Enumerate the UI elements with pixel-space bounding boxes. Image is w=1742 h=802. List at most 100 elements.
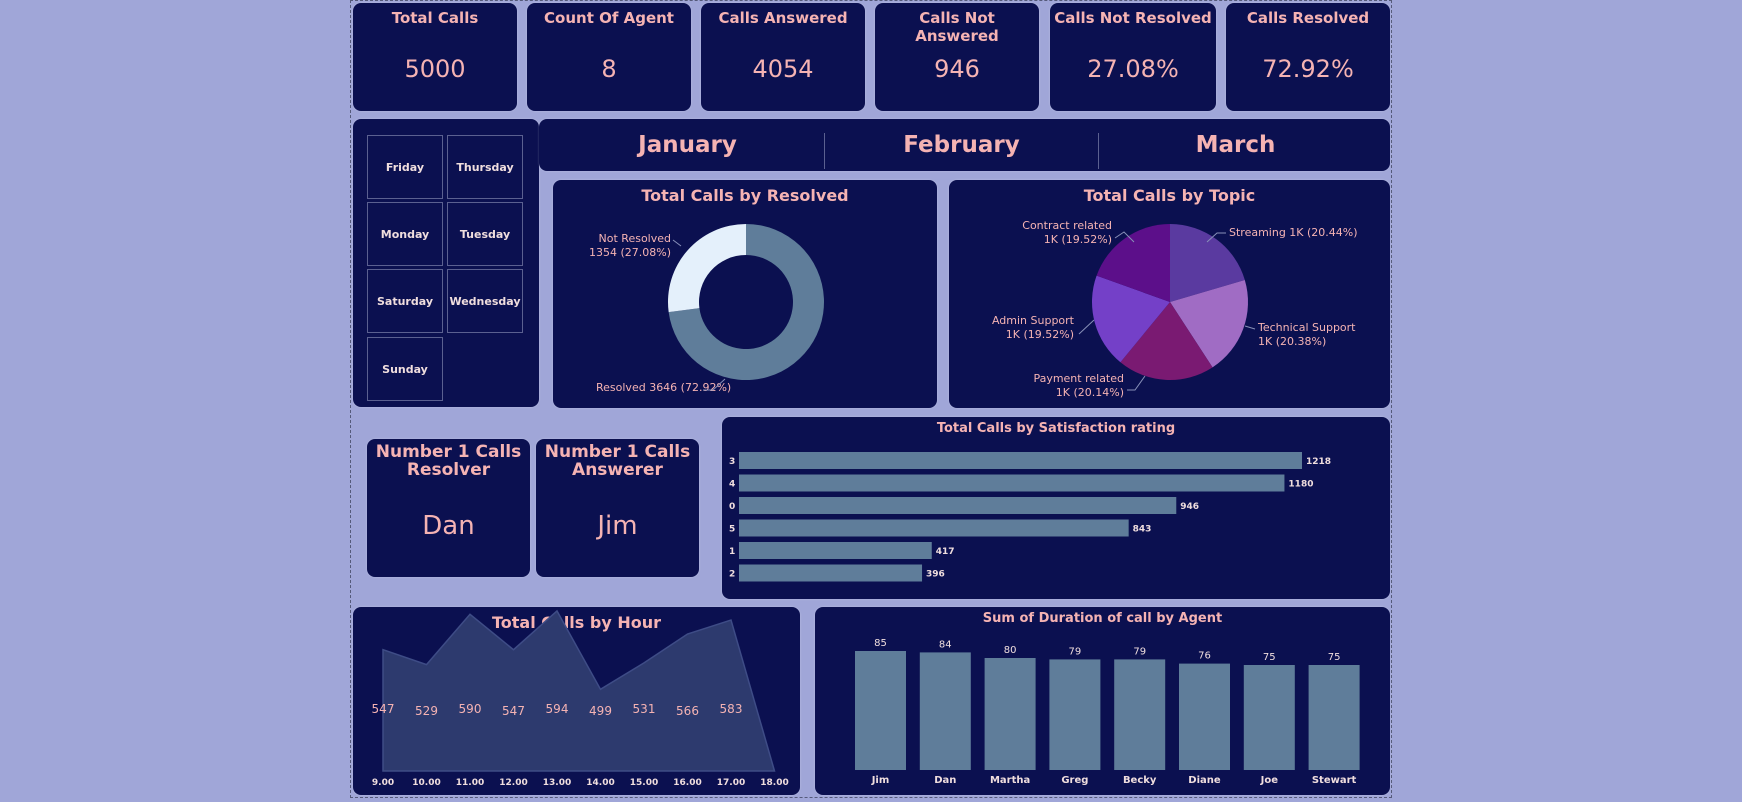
top-answerer-name: Jim bbox=[597, 511, 638, 541]
hour-area bbox=[382, 609, 776, 772]
sat-bar bbox=[739, 474, 1285, 492]
topic-chart-card: Total Calls by Topic Streaming 1K (20.44… bbox=[949, 180, 1390, 408]
month-divider bbox=[1098, 133, 1099, 169]
donut-label-not-resolved-value: 1354 (27.08%) bbox=[589, 246, 671, 259]
month-button-january[interactable]: January bbox=[638, 132, 737, 158]
pie-label-technical-support: Technical Support bbox=[1257, 321, 1356, 334]
donut-label-resolved: Resolved 3646 (72.92%) bbox=[596, 381, 731, 394]
hour-value-label: 531 bbox=[633, 702, 656, 716]
month-button-march[interactable]: March bbox=[1195, 132, 1276, 158]
kpi-value: 72.92% bbox=[1262, 55, 1354, 83]
sat-category-label: 0 bbox=[729, 502, 735, 512]
agent-value-label: 76 bbox=[1198, 651, 1211, 662]
pie-leader-admin-support bbox=[1078, 319, 1095, 335]
pie-leader-contract-related bbox=[1114, 231, 1135, 243]
hour-axis-label: 17.00 bbox=[717, 778, 745, 788]
sat-bar bbox=[739, 452, 1302, 469]
top-resolver-card: Number 1 Calls Resolver Dan bbox=[367, 439, 530, 577]
kpi-title: Calls Answered bbox=[718, 9, 848, 27]
sat-bar bbox=[739, 564, 923, 582]
hour-value-label: 547 bbox=[502, 704, 525, 718]
chart-title: Total Calls by Topic bbox=[1083, 186, 1256, 205]
pie-slice-admin-support bbox=[1092, 275, 1170, 363]
agent-bar bbox=[855, 651, 906, 770]
pie-label-payment-related: Payment related bbox=[1033, 372, 1124, 385]
kpi-calls-not-resolved: Calls Not Resolved 27.08% bbox=[1050, 3, 1216, 111]
agent-name-label: Greg bbox=[1061, 775, 1088, 786]
kpi-count-of-agent: Count Of Agent 8 bbox=[527, 3, 691, 111]
pie-leader-technical-support bbox=[1244, 325, 1256, 330]
hour-axis-label: 15.00 bbox=[630, 778, 658, 788]
day-button-friday[interactable]: Friday bbox=[367, 135, 443, 199]
month-button-february[interactable]: February bbox=[903, 132, 1020, 158]
satisfaction-bar-chart: 3 1218 4 1180 0 946 5 843 1 417 2 396 bbox=[729, 452, 1331, 582]
sat-value-label: 396 bbox=[926, 570, 945, 580]
hour-axis-label: 18.00 bbox=[760, 778, 788, 788]
pie-label-streaming: Streaming 1K (20.44%) bbox=[1229, 226, 1358, 239]
donut-slice-not-resolved bbox=[668, 224, 746, 313]
pie-leader-streaming bbox=[1206, 232, 1226, 243]
kpi-value: 946 bbox=[934, 55, 980, 83]
pie-label-contract-related: Contract related bbox=[1022, 219, 1112, 232]
top-answerer-card: Number 1 Calls Answerer Jim bbox=[536, 439, 699, 577]
pie-slice-contract-related bbox=[1096, 224, 1170, 302]
agent-value-label: 75 bbox=[1328, 652, 1341, 663]
hour-axis-label: 14.00 bbox=[586, 778, 614, 788]
kpi-total-calls: Total Calls 5000 bbox=[353, 3, 517, 111]
kpi-value: 5000 bbox=[404, 55, 466, 83]
donut-label-not-resolved: Not Resolved bbox=[599, 232, 671, 245]
pie-label-admin-support: Admin Support bbox=[992, 314, 1075, 327]
hour-value-label: 594 bbox=[546, 702, 569, 716]
kpi-title: Calls Resolved bbox=[1246, 9, 1370, 27]
hour-axis-label: 13.00 bbox=[543, 778, 571, 788]
day-button-saturday[interactable]: Saturday bbox=[367, 269, 443, 333]
hour-axis-label: 12.00 bbox=[499, 778, 527, 788]
sat-category-label: 2 bbox=[729, 570, 735, 580]
day-button-tuesday[interactable]: Tuesday bbox=[447, 202, 523, 266]
hour-axis-label: 11.00 bbox=[456, 778, 484, 788]
pie-label-payment-related-value: 1K (20.14%) bbox=[1056, 386, 1124, 399]
pie-slice-technical-support bbox=[1170, 279, 1248, 368]
hour-value-label: 583 bbox=[720, 702, 743, 716]
satisfaction-chart-card: Total Calls by Satisfaction rating 3 1218… bbox=[722, 417, 1390, 599]
agent-bar bbox=[1114, 659, 1166, 770]
agent-name-label: Diane bbox=[1188, 775, 1221, 786]
kpi-calls-answered: Calls Answered 4054 bbox=[701, 3, 865, 111]
day-button-monday[interactable]: Monday bbox=[367, 202, 443, 266]
kpi-calls-not-answered: Calls Not Answered 946 bbox=[875, 3, 1039, 111]
dashboard-canvas: Total Calls 5000 Count Of Agent 8 Calls … bbox=[350, 0, 1392, 798]
sat-category-label: 5 bbox=[729, 525, 735, 535]
day-button-thursday[interactable]: Thursday bbox=[447, 135, 523, 199]
top-resolver-title: Number 1 Calls Resolver bbox=[375, 442, 522, 480]
hour-axis-label: 16.00 bbox=[673, 778, 701, 788]
sat-bar bbox=[739, 497, 1177, 514]
sat-value-label: 1180 bbox=[1288, 480, 1313, 490]
month-slicer: January February March bbox=[539, 119, 1390, 171]
agent-bar bbox=[984, 658, 1036, 770]
kpi-value: 8 bbox=[601, 55, 617, 83]
hour-chart-card: Total Calls by Hour 9.00 547 10.00 529 11.00… bbox=[353, 607, 800, 795]
hour-value-label: 566 bbox=[676, 704, 699, 718]
sat-category-label: 3 bbox=[729, 457, 735, 467]
pie-slice-streaming bbox=[1170, 224, 1245, 302]
agent-name-label: Becky bbox=[1123, 775, 1157, 786]
agent-bar bbox=[1049, 659, 1101, 770]
chart-title: Total Calls by Resolved bbox=[641, 186, 849, 205]
sat-value-label: 417 bbox=[936, 547, 955, 557]
donut-leader-not-resolved bbox=[672, 239, 682, 247]
agent-value-label: 75 bbox=[1263, 652, 1276, 663]
resolved-chart-card: Total Calls by Resolved Resolved 3646 (7… bbox=[553, 180, 937, 408]
hour-area-chart: 9.00 547 10.00 529 11.00 590 12.00 547 13.00 594 1… bbox=[372, 609, 789, 788]
agent-name-label: Joe bbox=[1260, 775, 1279, 786]
hour-axis-label: 9.00 bbox=[372, 778, 394, 788]
hour-value-label: 590 bbox=[459, 702, 482, 716]
day-button-sunday[interactable]: Sunday bbox=[367, 337, 443, 401]
pie-label-technical-support-value: 1K (20.38%) bbox=[1258, 335, 1326, 348]
chart-title: Sum of Duration of call by Agent bbox=[982, 611, 1223, 626]
sat-bar bbox=[739, 519, 1129, 537]
pie-slice-payment-related bbox=[1120, 302, 1213, 380]
day-button-wednesday[interactable]: Wednesday bbox=[447, 269, 523, 333]
sat-category-label: 1 bbox=[729, 547, 735, 557]
agent-name-label: Jim bbox=[871, 775, 890, 786]
